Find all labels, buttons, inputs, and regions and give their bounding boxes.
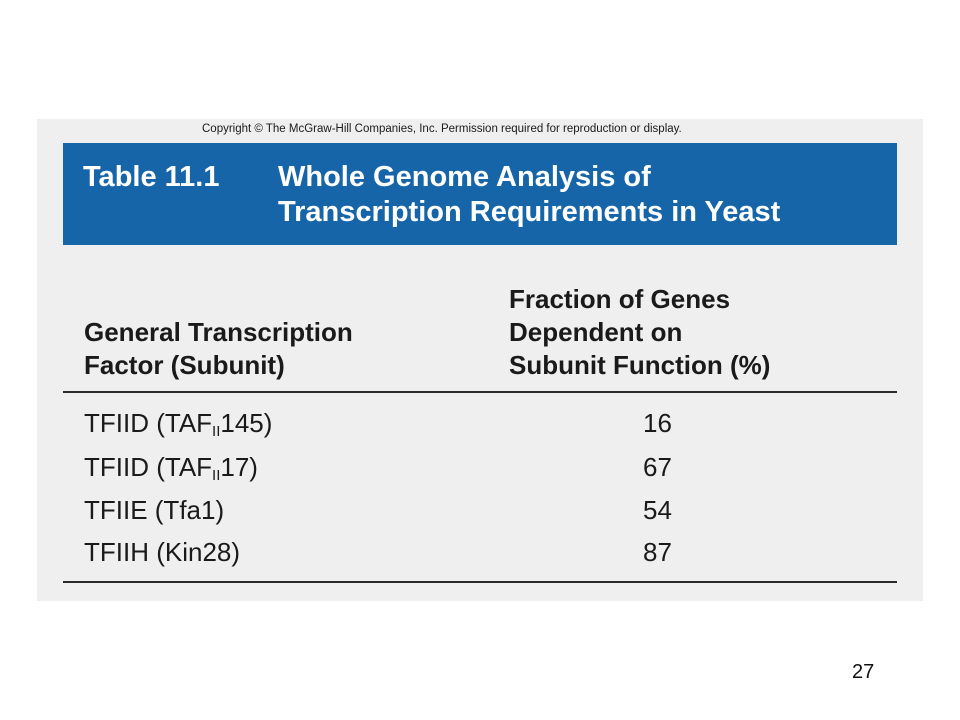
row-value: 87 bbox=[643, 537, 672, 567]
page-number: 27 bbox=[852, 661, 875, 683]
table-number: Table 11.1 bbox=[83, 161, 220, 193]
column-header-fraction-line: Fraction of Genes bbox=[509, 284, 731, 314]
row-factor: TFIID (TAFII145) bbox=[84, 408, 272, 439]
factor-name: TFIID (TAF bbox=[84, 452, 213, 482]
row-factor: TFIID (TAFII17) bbox=[84, 452, 258, 483]
column-header-fraction-line: Subunit Function (%) bbox=[509, 350, 771, 380]
factor-suffix: 17) bbox=[220, 452, 258, 482]
column-header-factor-line: General Transcription bbox=[84, 317, 353, 347]
factor-name: TFIID (TAF bbox=[84, 408, 213, 438]
row-factor: TFIIE (Tfa1) bbox=[84, 495, 224, 526]
factor-subscript: II bbox=[212, 423, 221, 440]
table-title-line-2: Transcription Requirements in Yeast bbox=[278, 196, 781, 228]
factor-subscript: II bbox=[212, 467, 221, 484]
factor-name: TFIIH (Kin28) bbox=[84, 537, 241, 567]
column-header-fraction-line: Dependent on bbox=[509, 317, 683, 347]
factor-suffix: 145) bbox=[220, 408, 273, 438]
row-value: 54 bbox=[643, 495, 672, 525]
row-value: 16 bbox=[643, 408, 672, 438]
column-header-factor: General Transcription Factor (Subunit) bbox=[84, 316, 353, 382]
row-value: 67 bbox=[643, 452, 672, 482]
column-header-fraction: Fraction of Genes Dependent on Subunit F… bbox=[509, 283, 770, 382]
column-header-factor-line: Factor (Subunit) bbox=[84, 350, 285, 380]
table-title-band: Table 11.1 Whole Genome Analysis of Tran… bbox=[63, 143, 897, 245]
factor-name: TFIIE (Tfa1) bbox=[84, 495, 225, 525]
header-rule bbox=[63, 391, 897, 393]
copyright-notice: Copyright © The McGraw-Hill Companies, I… bbox=[202, 123, 682, 135]
table-title-line-1: Whole Genome Analysis of bbox=[278, 161, 651, 193]
bottom-rule bbox=[63, 581, 897, 583]
row-factor: TFIIH (Kin28) bbox=[84, 537, 240, 568]
